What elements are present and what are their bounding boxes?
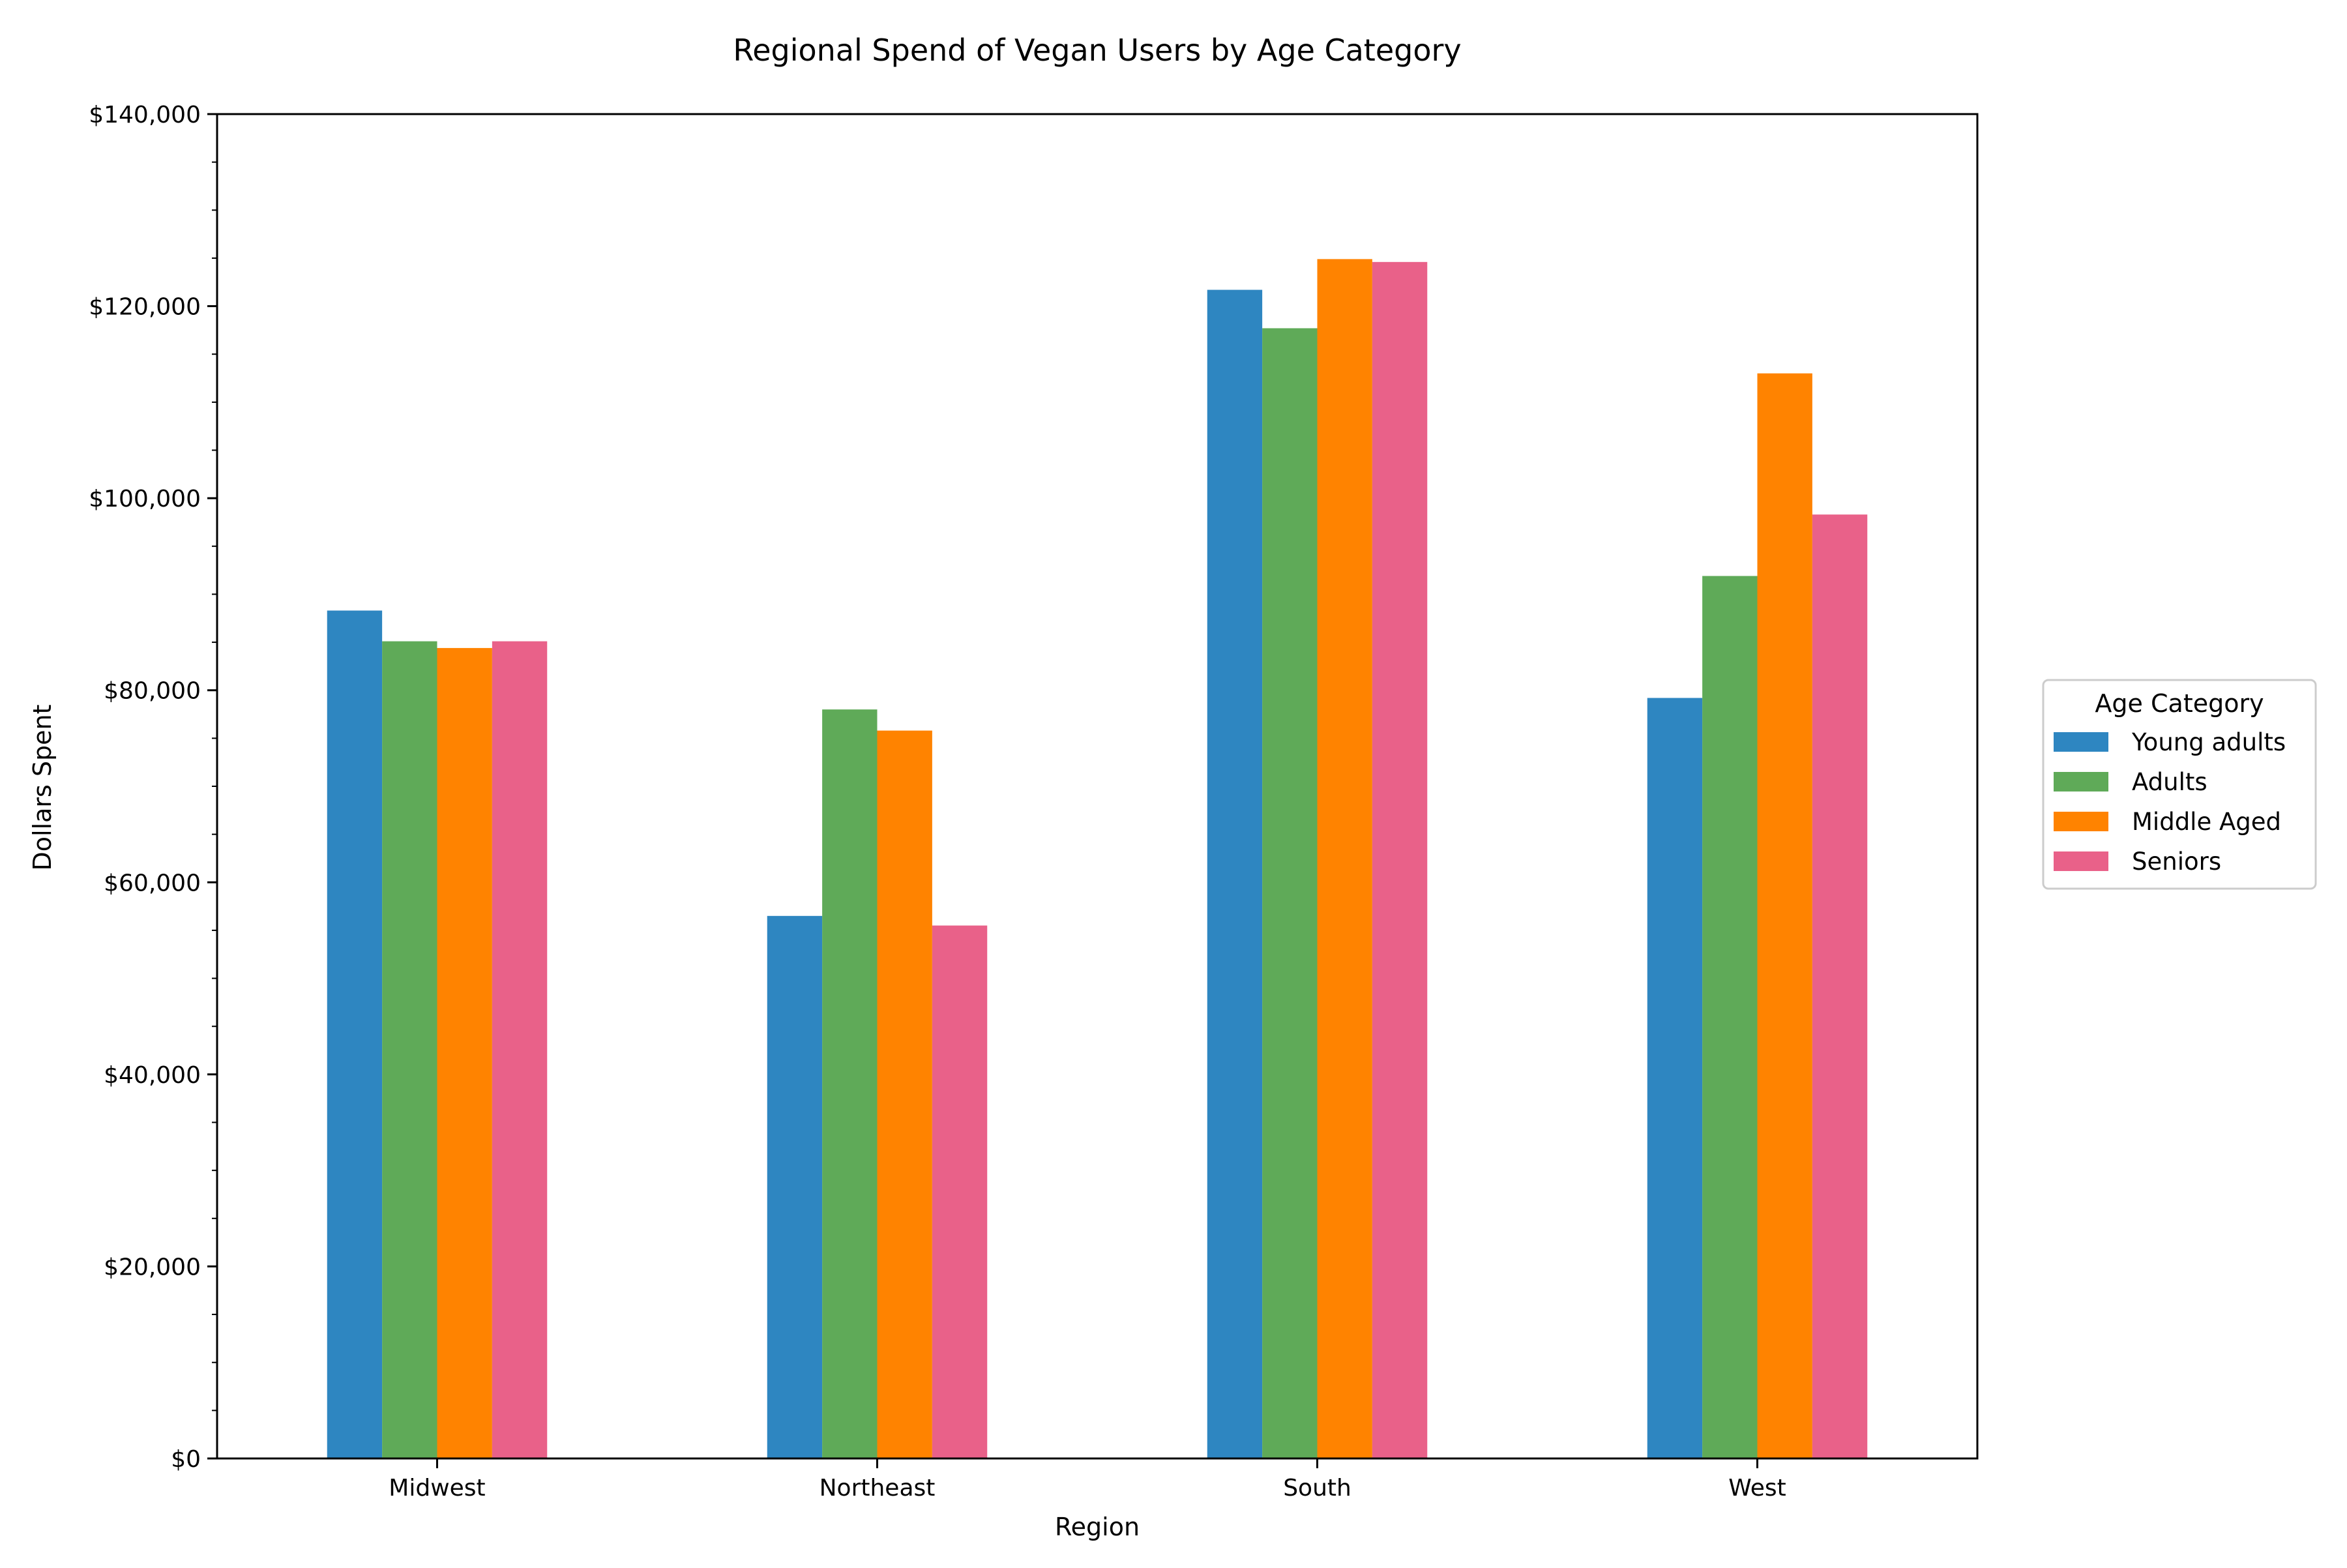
legend-label: Young adults [2131, 728, 2286, 756]
bar-young-adults-south [1207, 289, 1263, 1459]
legend-label: Middle Aged [2132, 808, 2281, 836]
y-tick-label: $40,000 [104, 1062, 201, 1089]
legend-swatch [2054, 812, 2108, 831]
bar-middle-aged-northeast [877, 730, 932, 1458]
legend-swatch [2054, 851, 2108, 871]
x-tick-label: South [1283, 1475, 1351, 1501]
bar-seniors-west [1812, 514, 1868, 1459]
y-axis-title: Dollars Spent [28, 704, 57, 870]
bar-adults-midwest [382, 641, 437, 1458]
legend: Age Category Young adults Adults Middle Ag… [2042, 679, 2317, 890]
bar-adults-west [1702, 576, 1758, 1458]
y-tick-label: $140,000 [89, 102, 201, 128]
legend-items: Young adults Adults Middle Aged Seniors [2054, 728, 2286, 876]
legend-title: Age Category [2095, 689, 2264, 718]
legend-swatch [2054, 772, 2108, 791]
y-tick-label: $60,000 [104, 870, 201, 896]
y-tick-label: $20,000 [104, 1254, 201, 1280]
legend-swatch [2054, 732, 2108, 752]
y-tick-label: $80,000 [104, 678, 201, 705]
bar-young-adults-northeast [767, 915, 823, 1458]
y-tick-label: $100,000 [89, 486, 201, 512]
bar-adults-northeast [822, 709, 878, 1458]
bar-seniors-northeast [932, 925, 988, 1458]
x-tick-label: Northeast [819, 1475, 936, 1501]
x-axis-title: Region [1055, 1513, 1140, 1541]
y-tick-label: $120,000 [89, 294, 201, 321]
bar-middle-aged-west [1757, 373, 1812, 1459]
bars-layer [327, 259, 1868, 1459]
legend-label: Seniors [2132, 848, 2221, 876]
bar-seniors-south [1372, 261, 1428, 1458]
bar-adults-south [1262, 328, 1318, 1458]
bar-young-adults-west [1647, 698, 1703, 1458]
plot-frame [216, 113, 1979, 1460]
bar-middle-aged-south [1317, 259, 1372, 1459]
bar-young-adults-midwest [327, 610, 383, 1458]
legend-frame [2042, 679, 2317, 890]
y-tick-label: $0 [171, 1446, 201, 1473]
bar-seniors-midwest [492, 641, 548, 1458]
y-axis: $0 $20,000 $40,000 $60,000 $80,000 $100,000 $1… [89, 102, 217, 1473]
chart-title: Regional Spend of Vegan Users by Age Cat… [733, 33, 1461, 68]
x-axis: Midwest Northeast South West [389, 1458, 1786, 1501]
x-tick-label: Midwest [389, 1475, 485, 1501]
legend-label: Adults [2132, 768, 2207, 796]
bar-middle-aged-midwest [437, 647, 492, 1458]
x-tick-label: West [1728, 1475, 1786, 1501]
